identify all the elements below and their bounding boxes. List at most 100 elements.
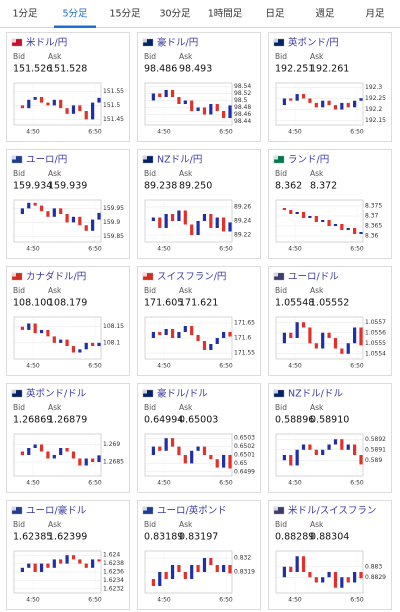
tab[interactable]: 1時間足 [208, 9, 243, 20]
chart-frame [13, 199, 102, 243]
candle [295, 322, 299, 338]
candle [59, 208, 63, 214]
candle [228, 455, 232, 469]
y-tick-label: 192.15 [365, 117, 386, 124]
flag-icon-detail [143, 156, 147, 160]
y-tick-label: 151.5 [103, 102, 120, 109]
flag-icon-detail [12, 39, 16, 43]
flag-icon-detail [143, 390, 147, 394]
candle [27, 99, 31, 109]
candle [39, 329, 44, 334]
y-tick-label: 0.589 [365, 457, 382, 464]
candle [177, 97, 181, 104]
candle [177, 210, 181, 221]
candle [27, 202, 31, 209]
candle [183, 210, 187, 225]
pair-name: 米ドル/スイスフラン [288, 505, 376, 517]
tab[interactable]: 15分足 [109, 9, 141, 20]
pair-name: 米ドル/円 [26, 37, 67, 49]
bid-value: 1.05548 [275, 298, 314, 309]
candle [340, 439, 344, 450]
ask-value: 0.58910 [310, 415, 349, 426]
candle [340, 577, 344, 588]
candle [52, 208, 56, 217]
chart-frame [13, 316, 102, 360]
candle [164, 438, 168, 451]
ask-value: 1.62399 [48, 532, 87, 543]
candle [215, 565, 219, 572]
candle [65, 214, 69, 223]
y-tick-label: 108.1 [103, 339, 120, 346]
tab[interactable]: 日足 [265, 9, 285, 20]
ask-label: Ask [48, 169, 62, 178]
x-tick-label: 4:50 [288, 597, 302, 604]
x-tick-label: 6:50 [219, 363, 233, 370]
x-tick-label: 6:50 [350, 246, 364, 253]
candle [301, 322, 306, 328]
candle [340, 348, 344, 354]
flag-icon-detail [12, 273, 16, 277]
candle [33, 444, 37, 448]
x-tick-label: 4:50 [157, 363, 171, 370]
candle [327, 100, 331, 106]
candle [164, 329, 168, 335]
candle [91, 458, 95, 462]
candle [333, 439, 338, 445]
pair-name: カナダドル/円 [26, 271, 86, 283]
candle [359, 98, 363, 101]
candle [91, 559, 95, 568]
x-tick-label: 6:50 [219, 597, 233, 604]
y-tick-label: 0.6503 [234, 435, 255, 442]
y-tick-label: 159.9 [103, 219, 120, 226]
x-tick-label: 6:50 [219, 480, 233, 487]
pair-name: NZドル/ドル [288, 389, 343, 400]
candle [359, 232, 363, 234]
y-tick-label: 0.832 [234, 555, 251, 562]
pair-name: スイスフラン/円 [157, 272, 226, 283]
ask-value: 0.88304 [310, 532, 349, 543]
candle [308, 98, 312, 103]
candle [84, 342, 88, 350]
x-tick-label: 4:50 [157, 246, 171, 253]
tab[interactable]: 1分足 [12, 9, 38, 20]
tab[interactable]: 5分足 [62, 9, 88, 20]
tab[interactable]: 月足 [365, 9, 385, 20]
candle [97, 342, 101, 347]
candle [228, 332, 232, 337]
candle [39, 563, 44, 572]
y-tick-label: 1.0555 [365, 340, 386, 347]
candle [59, 339, 63, 343]
bid-label: Bid [13, 52, 25, 61]
tab[interactable]: 30分足 [159, 9, 191, 20]
bid-label: Bid [13, 286, 25, 295]
x-tick-label: 6:50 [88, 597, 102, 604]
flag-icon-detail [274, 156, 278, 160]
candle [346, 228, 350, 230]
y-tick-label: 98.52 [234, 90, 251, 97]
tab[interactable]: 週足 [315, 8, 335, 20]
y-tick-label: 0.5892 [365, 436, 386, 443]
candle [289, 455, 293, 466]
ask-label: Ask [48, 52, 62, 61]
candle [59, 99, 63, 109]
candle [183, 100, 187, 104]
bid-value: 159.934 [13, 181, 52, 192]
candle [321, 449, 325, 455]
bid-label: Bid [13, 520, 25, 529]
